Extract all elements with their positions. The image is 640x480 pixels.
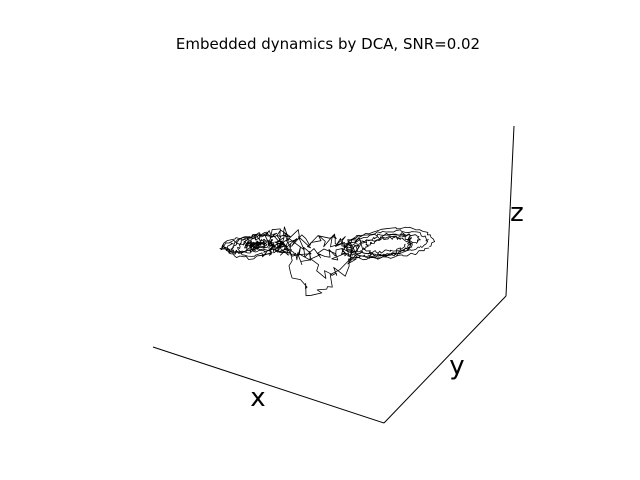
y-axis-line xyxy=(383,295,507,424)
z-axis-line xyxy=(505,125,515,297)
trajectory-loop-right-0 xyxy=(362,236,410,254)
y-axis-label: y xyxy=(449,351,464,381)
z-axis-label: z xyxy=(510,198,524,228)
trajectory-loop-left-2 xyxy=(237,237,274,253)
trajectory-transition-5 xyxy=(280,236,364,279)
trajectory-transition-0 xyxy=(279,245,356,261)
trajectory-loop-left-1 xyxy=(244,240,268,251)
trajectory-loop-left-5 xyxy=(219,228,292,258)
trajectory-transition-3 xyxy=(276,233,360,250)
trajectory-loop-right-5 xyxy=(341,226,436,261)
trajectory-loop-left-6 xyxy=(221,226,301,260)
axis-lines xyxy=(152,125,515,424)
trajectory-loop-left-3 xyxy=(231,234,279,254)
trajectory-loop-right-1 xyxy=(355,235,413,257)
x-axis-label: x xyxy=(250,383,265,413)
trajectory-series xyxy=(219,226,436,297)
chart-title: Embedded dynamics by DCA, SNR=0.02 xyxy=(176,35,480,53)
trajectory-transition-4 xyxy=(278,244,357,297)
x-axis-line xyxy=(152,346,385,424)
